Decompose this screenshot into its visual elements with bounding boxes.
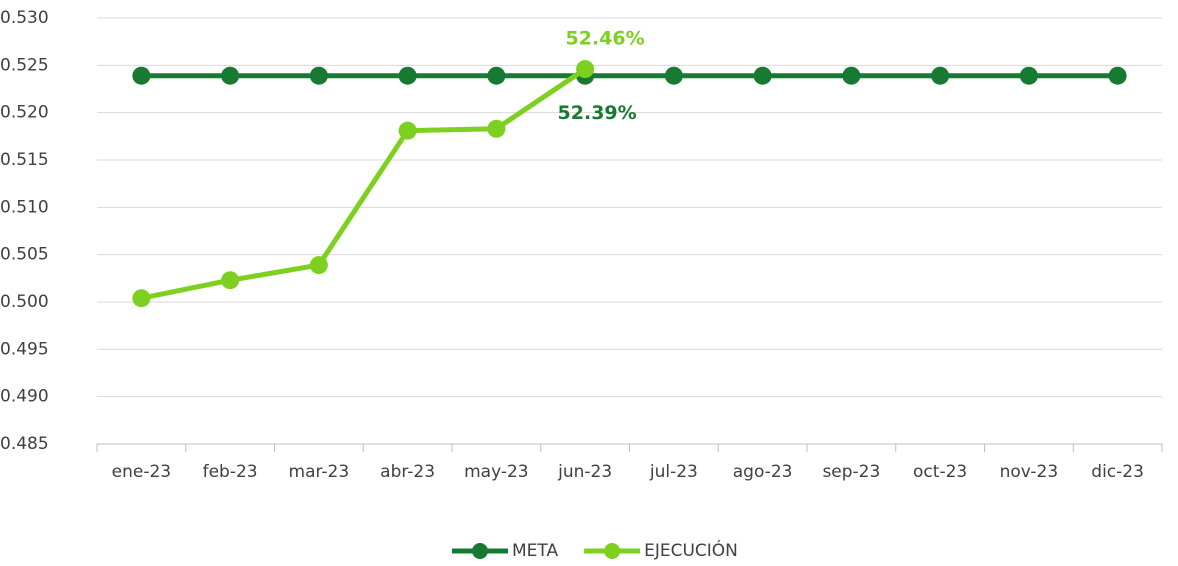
x-tick-label: dic-23 — [1091, 462, 1144, 482]
legend-label: EJECUCIÓN — [644, 539, 738, 561]
x-tick-label: may-23 — [464, 462, 529, 482]
x-tick-label: mar-23 — [289, 462, 350, 482]
legend-label: META — [512, 541, 558, 561]
y-tick-label: 0.505 — [0, 245, 49, 265]
marker — [487, 119, 506, 138]
x-tick-label: ago-23 — [733, 462, 793, 482]
marker — [309, 256, 328, 275]
marker — [842, 66, 861, 85]
y-tick-label: 0.510 — [0, 197, 49, 217]
marker — [753, 66, 772, 85]
y-tick-label: 0.530 — [0, 8, 49, 28]
marker — [487, 66, 506, 85]
data-label: 52.46% — [566, 28, 645, 50]
marker — [221, 271, 240, 290]
marker — [221, 66, 240, 85]
x-tick-label: nov-23 — [1000, 462, 1059, 482]
marker — [398, 66, 417, 85]
marker — [132, 289, 151, 308]
marker — [1019, 66, 1038, 85]
marker — [931, 66, 950, 85]
marker — [309, 66, 328, 85]
x-tick-label: jun-23 — [557, 462, 612, 482]
legend-marker — [604, 543, 621, 559]
x-tick-label: feb-23 — [203, 462, 258, 482]
legend-marker — [472, 543, 488, 559]
marker — [664, 66, 683, 85]
x-tick-label: abr-23 — [380, 462, 435, 482]
y-tick-label: 0.500 — [0, 292, 49, 312]
marker — [398, 121, 417, 140]
y-tick-label: 0.520 — [0, 103, 49, 123]
data-label: 52.39% — [558, 102, 637, 124]
marker — [132, 66, 151, 85]
y-tick-label: 0.495 — [0, 339, 49, 359]
marker — [1108, 66, 1127, 85]
y-tick-label: 0.490 — [0, 387, 49, 407]
marker — [576, 60, 595, 79]
y-tick-label: 0.485 — [0, 434, 49, 454]
x-tick-label: sep-23 — [822, 462, 880, 482]
x-tick-label: ene-23 — [112, 462, 171, 482]
y-tick-label: 0.525 — [0, 55, 49, 75]
series-line — [140, 67, 587, 301]
y-tick-label: 0.515 — [0, 150, 49, 170]
x-tick-label: jul-23 — [649, 462, 698, 482]
x-tick-label: oct-23 — [913, 462, 967, 482]
